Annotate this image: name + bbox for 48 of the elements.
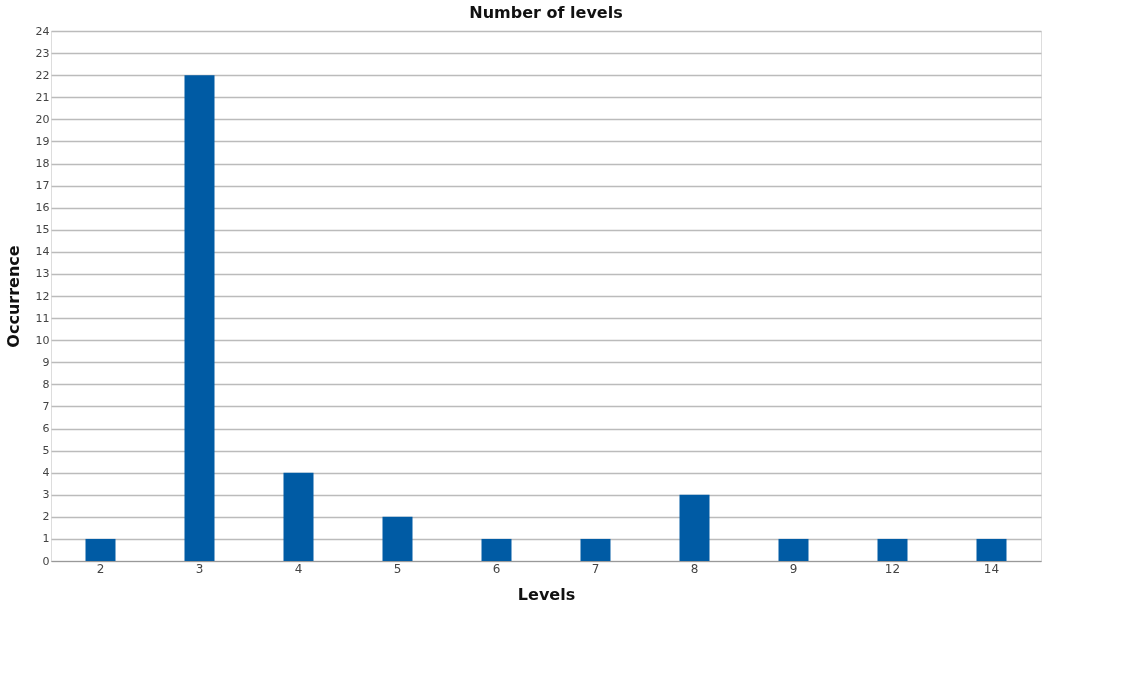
x-tick-label: 7 [591, 561, 600, 576]
bar [976, 538, 1007, 561]
bar [184, 75, 215, 561]
y-tick-label: 1 [42, 532, 50, 546]
y-tick-label: 9 [42, 355, 50, 369]
x-tick-label: 2 [96, 561, 105, 576]
y-tick-label: 19 [35, 134, 50, 148]
y-tick-label: 3 [42, 488, 50, 502]
y-tick-label: 12 [35, 289, 50, 303]
y-tick-label: 21 [35, 90, 50, 104]
x-tick-label: 6 [492, 561, 501, 576]
bar [778, 538, 809, 561]
x-axis-title: Levels [517, 584, 576, 604]
y-tick-label: 20 [35, 112, 50, 126]
y-tick-label: 10 [35, 333, 50, 347]
y-tick-label: 11 [35, 311, 50, 325]
y-tick-label: 16 [35, 201, 50, 215]
y-tick-label: 24 [35, 24, 50, 38]
bar [877, 538, 908, 561]
y-tick-label: 13 [35, 267, 50, 281]
chart-title: Number of levels [469, 3, 623, 22]
y-tick-label: 4 [42, 466, 50, 480]
y-tick-label: 22 [35, 68, 50, 82]
y-tick-label: 18 [35, 157, 50, 170]
y-tick-label: 2 [42, 510, 50, 524]
x-tick-label: 12 [884, 561, 901, 576]
x-tick-label: 14 [983, 561, 1000, 576]
x-tick-label: 3 [195, 561, 204, 576]
x-tick-label: 9 [789, 561, 798, 576]
y-axis-title: Occurrence [3, 245, 23, 348]
y-tick-label: 8 [42, 377, 50, 391]
bar [85, 538, 116, 561]
y-tick-label: 6 [42, 422, 50, 435]
bar [580, 538, 611, 561]
y-tick-label: 5 [42, 444, 50, 458]
bar [382, 516, 413, 561]
y-tick-label: 17 [35, 179, 50, 193]
bar [283, 472, 314, 561]
bar [481, 538, 512, 561]
y-tick-label: 15 [35, 223, 50, 237]
x-tick-label: 5 [393, 561, 402, 576]
y-tick-label: 14 [35, 245, 50, 259]
x-tick-label: 4 [294, 561, 303, 576]
y-tick-label: 0 [42, 554, 50, 568]
y-tick-label: 23 [35, 46, 50, 60]
y-tick-label: 7 [42, 399, 50, 413]
x-tick-label: 8 [690, 561, 699, 576]
bar [679, 494, 710, 561]
